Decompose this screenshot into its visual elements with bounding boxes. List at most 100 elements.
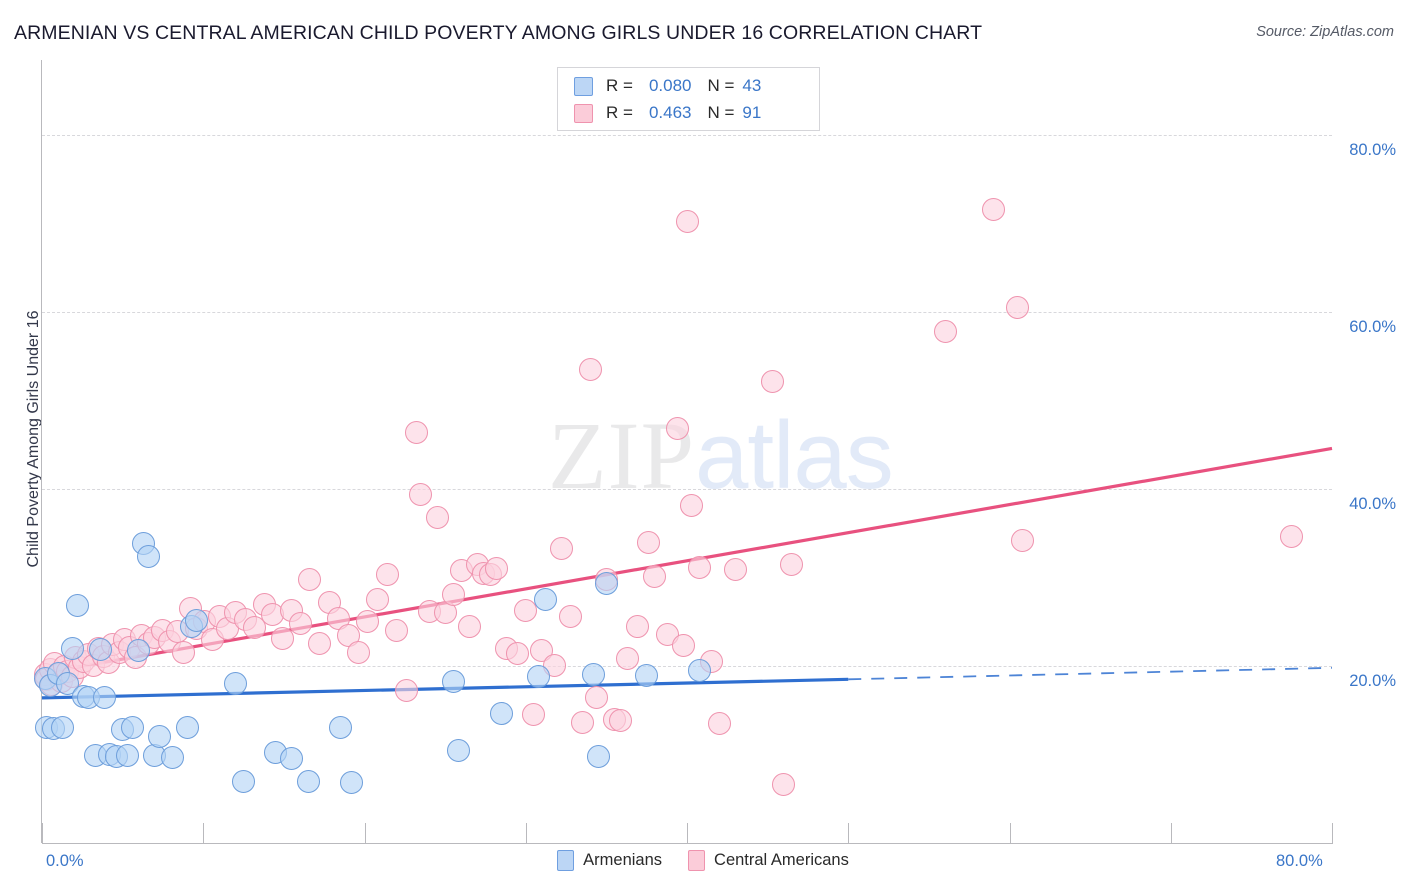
data-point-central-americans[interactable] [394, 679, 418, 703]
data-point-central-americans[interactable] [288, 612, 312, 636]
data-point-central-americans[interactable] [346, 641, 370, 665]
y-axis-label: 60.0% [1349, 318, 1396, 337]
data-point-armenians[interactable] [120, 716, 144, 740]
data-point-central-americans[interactable] [298, 567, 322, 591]
data-point-armenians[interactable] [232, 769, 256, 793]
data-point-central-americans[interactable] [1010, 528, 1034, 552]
data-point-armenians[interactable] [533, 588, 557, 612]
data-point-central-americans[interactable] [636, 530, 660, 554]
data-point-central-americans[interactable] [609, 708, 633, 732]
data-point-central-americans[interactable] [585, 685, 609, 709]
x-axis-tick [687, 823, 688, 843]
legend-item-armenians[interactable]: Armenians [557, 850, 662, 871]
data-point-central-americans[interactable] [625, 614, 649, 638]
x-axis-tick [1170, 823, 1172, 843]
data-point-armenians[interactable] [296, 769, 320, 793]
n-value-armenians: 43 [742, 76, 762, 95]
data-point-central-americans[interactable] [680, 494, 704, 518]
data-point-armenians[interactable] [328, 715, 352, 739]
data-point-armenians[interactable] [136, 544, 160, 568]
data-point-central-americans[interactable] [772, 773, 796, 797]
data-point-central-americans[interactable] [672, 634, 696, 658]
data-point-armenians[interactable] [581, 663, 605, 687]
data-point-central-americans[interactable] [522, 703, 546, 727]
r-label-central-americans: R = [606, 103, 633, 122]
gridline-20.0% [42, 666, 1332, 668]
data-point-central-americans[interactable] [665, 416, 689, 440]
data-point-central-americans[interactable] [356, 610, 380, 634]
legend-item-central-americans[interactable]: Central Americans [688, 850, 849, 871]
n-label-armenians: N = [707, 76, 735, 95]
data-point-central-americans[interactable] [307, 631, 331, 655]
data-point-armenians[interactable] [280, 747, 304, 771]
data-point-central-americans[interactable] [723, 558, 747, 582]
data-point-armenians[interactable] [340, 771, 364, 795]
data-point-central-americans[interactable] [615, 647, 639, 671]
data-point-central-americans[interactable] [570, 711, 594, 735]
data-point-central-americans[interactable] [243, 615, 267, 639]
data-point-central-americans[interactable] [514, 598, 538, 622]
data-point-armenians[interactable] [148, 725, 172, 749]
data-point-central-americans[interactable] [1280, 525, 1304, 549]
data-point-armenians[interactable] [441, 670, 465, 694]
data-point-armenians[interactable] [688, 658, 712, 682]
data-point-central-americans[interactable] [441, 582, 465, 606]
data-point-central-americans[interactable] [780, 552, 804, 576]
data-point-central-americans[interactable] [707, 712, 731, 736]
data-point-central-americans[interactable] [675, 209, 699, 233]
data-point-armenians[interactable] [527, 665, 551, 689]
data-point-armenians[interactable] [185, 608, 209, 632]
data-point-central-americans[interactable] [578, 358, 602, 382]
stats-legend-row-central-americans: R = 0.463 N = 91 [574, 100, 761, 126]
data-point-central-americans[interactable] [375, 562, 399, 586]
gridline-60.0% [42, 312, 1332, 314]
legend-color-armenians [557, 850, 575, 871]
data-point-central-americans[interactable] [981, 198, 1005, 222]
data-point-armenians[interactable] [51, 716, 75, 740]
data-point-central-americans[interactable] [559, 605, 583, 628]
data-point-central-americans[interactable] [760, 369, 784, 393]
data-point-armenians[interactable] [175, 715, 199, 739]
data-point-central-americans[interactable] [506, 642, 530, 666]
data-point-armenians[interactable] [586, 744, 610, 768]
data-point-central-americans[interactable] [457, 614, 481, 638]
n-label-central-americans: N = [707, 103, 735, 122]
trend-line-projection-armenians [848, 666, 1333, 681]
data-point-armenians[interactable] [446, 739, 470, 763]
r-value-central-americans: 0.463 [648, 103, 692, 122]
data-point-central-americans[interactable] [549, 536, 573, 560]
data-point-armenians[interactable] [65, 594, 89, 618]
legend-label-central-americans: Central Americans [714, 851, 849, 869]
legend-swatch-central-americans [574, 103, 593, 123]
data-point-central-americans[interactable] [425, 505, 449, 529]
data-point-central-americans[interactable] [172, 641, 196, 665]
data-point-armenians[interactable] [594, 572, 618, 596]
data-point-armenians[interactable] [61, 636, 85, 660]
source-attribution: Source: ZipAtlas.com [1256, 24, 1394, 40]
legend-label-armenians: Armenians [583, 851, 663, 869]
data-point-central-americans[interactable] [1006, 296, 1030, 320]
data-point-central-americans[interactable] [409, 482, 433, 506]
data-point-central-americans[interactable] [688, 556, 712, 580]
data-point-armenians[interactable] [161, 745, 185, 769]
data-point-armenians[interactable] [88, 637, 112, 661]
data-point-armenians[interactable] [224, 672, 247, 696]
data-point-armenians[interactable] [127, 638, 151, 662]
data-point-central-americans[interactable] [270, 627, 294, 651]
data-point-central-americans[interactable] [933, 320, 957, 344]
data-point-central-americans[interactable] [404, 420, 428, 444]
x-axis-line [42, 843, 1333, 844]
plot-area [33, 60, 1333, 843]
data-point-central-americans[interactable] [385, 619, 409, 643]
x-axis-tick [364, 823, 366, 843]
data-point-central-americans[interactable] [365, 588, 389, 612]
data-point-armenians[interactable] [490, 702, 514, 726]
data-point-armenians[interactable] [635, 664, 659, 688]
data-point-central-americans[interactable] [643, 565, 667, 589]
gridline-40.0% [42, 489, 1332, 491]
data-point-armenians[interactable] [93, 685, 117, 709]
legend-color-central-americans [688, 850, 706, 871]
data-point-central-americans[interactable] [485, 557, 509, 581]
data-point-armenians[interactable] [115, 743, 139, 767]
x-axis-label: 0.0% [46, 852, 84, 870]
